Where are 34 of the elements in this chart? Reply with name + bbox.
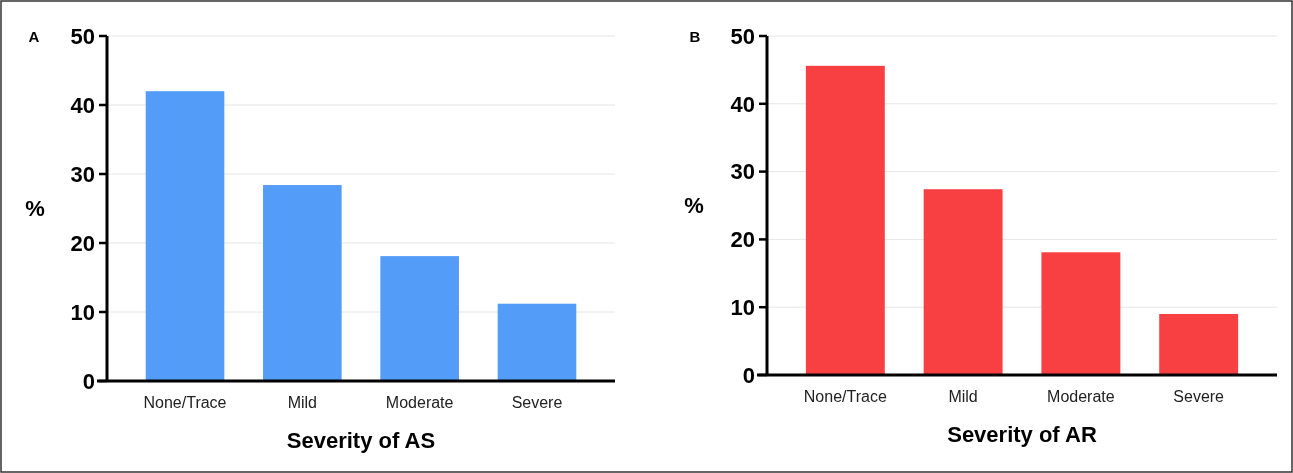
y-tick-label: 0: [82, 368, 95, 394]
x-tick-label: None/Trace: [803, 388, 887, 405]
y-tick-label: 50: [730, 23, 755, 49]
y-tick-label: 20: [730, 227, 755, 253]
bar: [145, 91, 225, 381]
y-tick-label: 30: [730, 159, 755, 185]
bar: [1159, 313, 1239, 375]
chart-title: B: [689, 28, 701, 45]
x-tick-label: Severe: [511, 394, 563, 411]
x-tick-label: Severe: [1173, 388, 1225, 405]
x-tick-label: Mild: [948, 388, 978, 405]
y-tick-label: 40: [730, 91, 755, 117]
y-tick-label: 20: [70, 230, 95, 256]
bar: [805, 65, 885, 375]
bar: [1041, 252, 1121, 375]
x-tick-label: Mild: [287, 394, 318, 411]
x-tick-label: Moderate: [385, 394, 454, 411]
y-tick-label: 40: [70, 92, 95, 118]
y-tick-label: 10: [730, 294, 755, 320]
y-axis-title: %: [25, 196, 45, 222]
bar: [497, 303, 577, 381]
x-tick-label: None/Trace: [143, 394, 227, 411]
x-axis-title: Severity of AS: [286, 428, 436, 453]
bar: [380, 256, 459, 381]
y-tick-label: 0: [742, 362, 755, 388]
y-tick-label: 10: [70, 299, 95, 325]
bar: [263, 185, 342, 381]
y-tick-label: 50: [70, 23, 95, 49]
x-axis-title: Severity of AR: [947, 422, 1097, 447]
y-tick-label: 30: [70, 161, 95, 187]
chart-title: A: [28, 28, 40, 45]
y-axis-title: %: [684, 193, 704, 219]
x-tick-label: Moderate: [1047, 388, 1115, 405]
bar: [923, 189, 1003, 375]
